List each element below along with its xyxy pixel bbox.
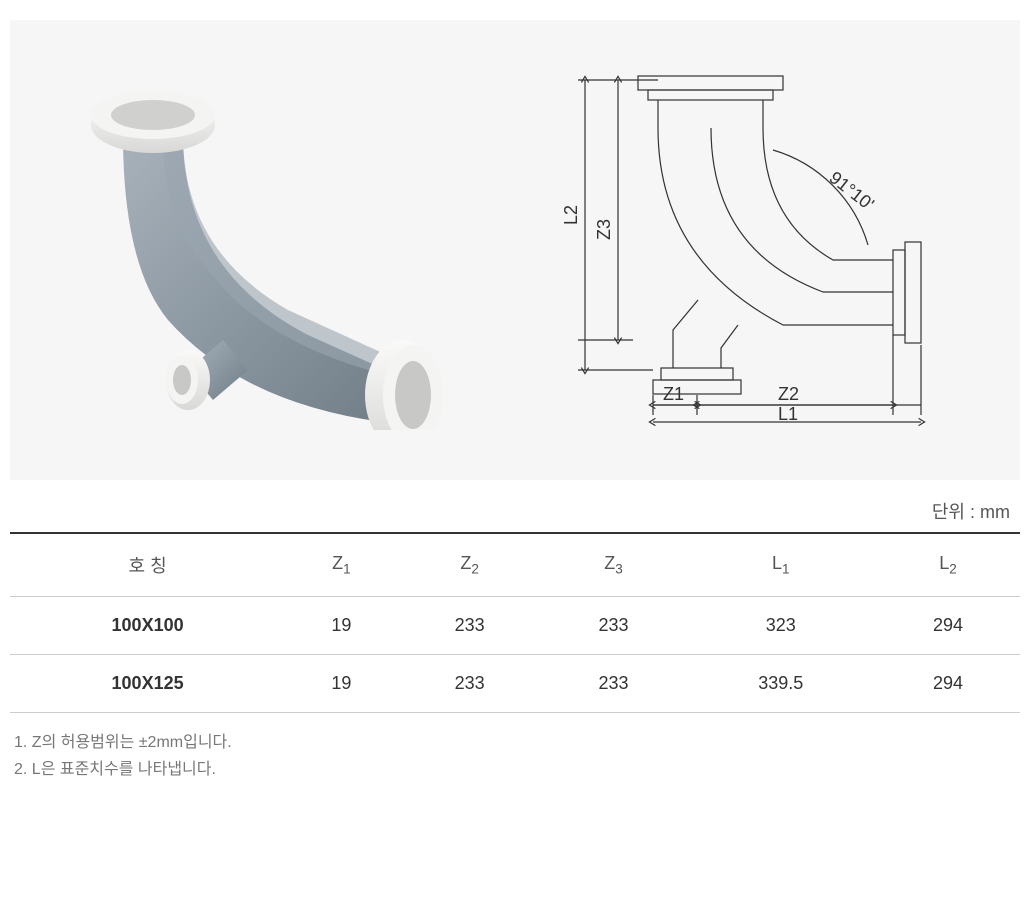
table-row: 100X125 19 233 233 339.5 294 xyxy=(10,655,1020,713)
col-header: 호 칭 xyxy=(10,533,285,597)
angle-label: 91°10' xyxy=(825,167,877,214)
cell: 19 xyxy=(285,597,398,655)
cell: 100X125 xyxy=(10,655,285,713)
table-header-row: 호 칭 Z1 Z2 Z3 L1 L2 xyxy=(10,533,1020,597)
col-header: Z2 xyxy=(398,533,542,597)
dim-label-Z3: Z3 xyxy=(594,219,614,240)
col-header: L1 xyxy=(685,533,876,597)
cell: 100X100 xyxy=(10,597,285,655)
cell: 233 xyxy=(542,655,686,713)
note-line: 1. Z의 허용범위는 ±2mm입니다. xyxy=(14,729,1020,756)
dim-label-Z1: Z1 xyxy=(663,384,684,404)
table-row: 100X100 19 233 233 323 294 xyxy=(10,597,1020,655)
cell: 233 xyxy=(398,597,542,655)
note-line: 2. L은 표준치수를 나타냅니다. xyxy=(14,756,1020,783)
col-header: L2 xyxy=(876,533,1020,597)
cell: 339.5 xyxy=(685,655,876,713)
cell: 233 xyxy=(398,655,542,713)
col-header: Z3 xyxy=(542,533,686,597)
dim-label-Z2: Z2 xyxy=(778,384,799,404)
spec-table: 호 칭 Z1 Z2 Z3 L1 L2 100X100 19 233 233 32… xyxy=(10,532,1020,713)
cell: 19 xyxy=(285,655,398,713)
cell: 323 xyxy=(685,597,876,655)
technical-drawing: L2 Z3 Z1 Z2 L1 91°10' xyxy=(523,70,963,430)
product-photo xyxy=(68,70,448,430)
unit-label: 단위 : mm xyxy=(10,498,1010,524)
col-header: Z1 xyxy=(285,533,398,597)
cell: 233 xyxy=(542,597,686,655)
cell: 294 xyxy=(876,655,1020,713)
dim-label-L1: L1 xyxy=(778,404,798,424)
notes: 1. Z의 허용범위는 ±2mm입니다. 2. L은 표준치수를 나타냅니다. xyxy=(10,729,1020,783)
cell: 294 xyxy=(876,597,1020,655)
dim-label-L2: L2 xyxy=(561,205,581,225)
image-panel: L2 Z3 Z1 Z2 L1 91°10' xyxy=(10,20,1020,480)
